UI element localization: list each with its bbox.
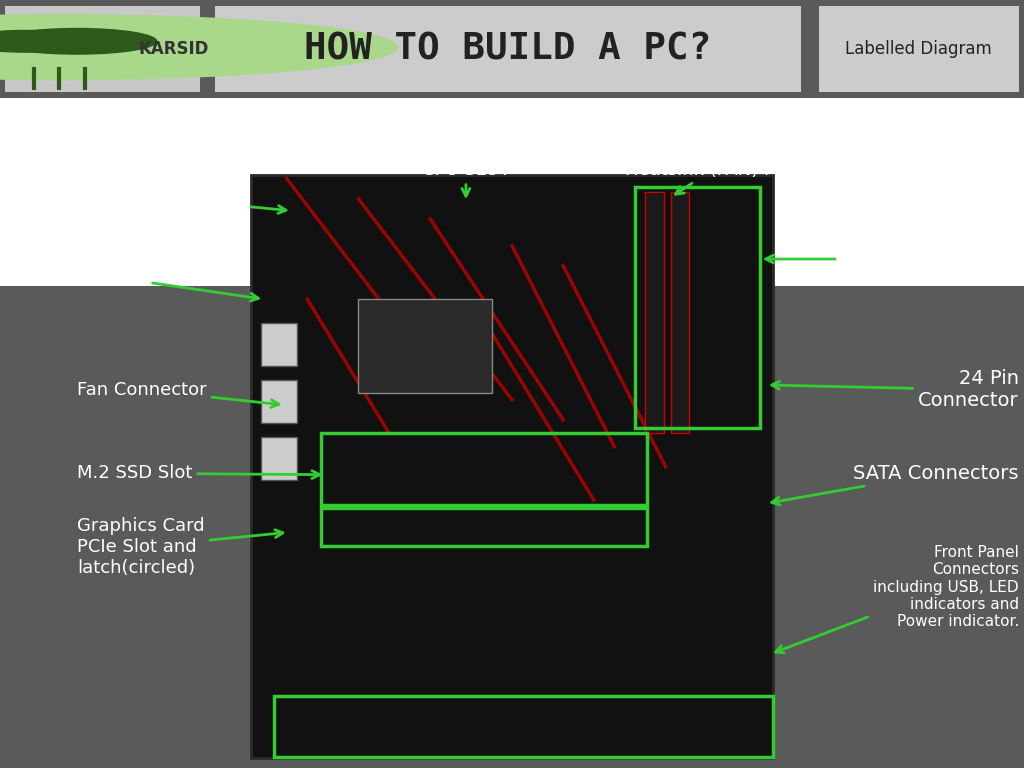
- Text: 8 Pin PSU Connector: 8 Pin PSU Connector: [61, 188, 286, 214]
- Bar: [0, 98, 1024, 286]
- Bar: [321, 433, 647, 505]
- Bar: [261, 379, 297, 423]
- Bar: [819, 6, 1019, 92]
- Text: 24 Pin
Connector: 24 Pin Connector: [772, 369, 1019, 410]
- Ellipse shape: [0, 28, 157, 54]
- Text: IO Ports: IO Ports: [77, 268, 258, 301]
- Bar: [358, 300, 492, 393]
- Bar: [671, 192, 689, 433]
- Bar: [261, 436, 297, 480]
- Text: Front Panel
Connectors
including USB, LED
indicators and
Power indicator.: Front Panel Connectors including USB, LE…: [775, 545, 1019, 653]
- Bar: [251, 175, 773, 758]
- Text: Labelled Diagram: Labelled Diagram: [845, 40, 992, 58]
- Bar: [261, 323, 297, 366]
- Ellipse shape: [0, 32, 96, 50]
- Ellipse shape: [0, 31, 93, 52]
- Bar: [321, 508, 647, 545]
- Text: M.2 SSD Slot: M.2 SSD Slot: [77, 465, 319, 482]
- Circle shape: [0, 15, 397, 80]
- Text: KARSID: KARSID: [138, 40, 209, 58]
- Bar: [215, 6, 801, 92]
- Text: Heatsink (FAN) Port: Heatsink (FAN) Port: [625, 161, 800, 194]
- Text: HOW TO BUILD A PC?: HOW TO BUILD A PC?: [304, 31, 712, 67]
- Text: SATA Connectors: SATA Connectors: [772, 464, 1019, 505]
- Text: CPU SLOT: CPU SLOT: [422, 161, 510, 196]
- Bar: [635, 187, 760, 428]
- Bar: [274, 696, 773, 757]
- Text: Fan Connector: Fan Connector: [77, 381, 279, 408]
- Bar: [645, 192, 664, 433]
- Bar: [5, 6, 200, 92]
- Text: RAM Slots
and latches(circled): RAM Slots and latches(circled): [766, 240, 1019, 279]
- Text: Graphics Card
PCIe Slot and
latch(circled): Graphics Card PCIe Slot and latch(circle…: [77, 517, 283, 577]
